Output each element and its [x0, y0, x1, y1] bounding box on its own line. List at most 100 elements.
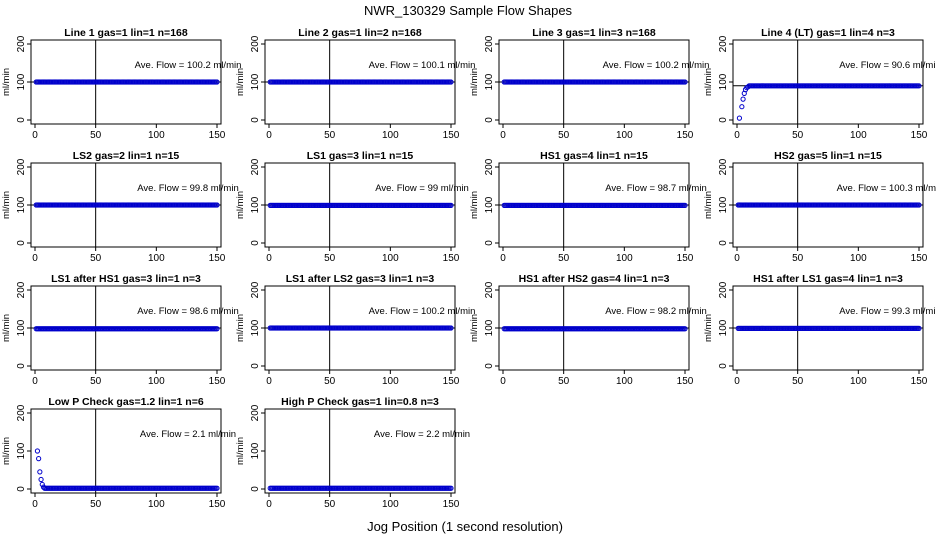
x-tick-label: 50 — [558, 253, 570, 264]
y-axis-label: ml/min — [469, 68, 480, 96]
x-tick-label: 0 — [266, 499, 272, 510]
panel-11: HS1 after HS2 gas=4 lin=1 n=3 0 50 100 150 0 1… — [469, 273, 707, 387]
y-axis-label: ml/min — [1, 191, 12, 219]
x-tick-label: 0 — [734, 376, 740, 387]
x-tick-label: 0 — [32, 376, 38, 387]
y-tick-label: 200 — [16, 158, 27, 175]
panel-title: LS1 after LS2 gas=3 lin=1 n=3 — [286, 273, 435, 285]
y-tick-label: 0 — [484, 363, 495, 369]
y-tick-label: 0 — [16, 363, 27, 369]
y-tick-label: 100 — [250, 319, 261, 336]
x-tick-label: 50 — [90, 376, 102, 387]
y-tick-label: 100 — [250, 73, 261, 90]
data-points — [501, 326, 688, 332]
data-points — [735, 325, 922, 331]
x-tick-label: 150 — [911, 130, 928, 141]
data-point — [916, 83, 922, 89]
x-tick-label: 150 — [443, 499, 460, 510]
y-axis-label: ml/min — [703, 314, 714, 342]
data-points — [34, 448, 220, 491]
data-point — [682, 326, 688, 332]
panel-2: Line 2 gas=1 lin=2 n=168 0 50 100 150 0 100 200… — [235, 27, 475, 141]
average-flow-annotation: Ave. Flow = 100.2 ml/min — [135, 60, 242, 71]
data-points — [267, 202, 454, 208]
x-tick-label: 150 — [443, 253, 460, 264]
panel-title: Line 1 gas=1 lin=1 n=168 — [64, 27, 188, 39]
y-tick-label: 100 — [718, 196, 729, 213]
average-flow-annotation: Ave. Flow = 100.2 ml/min — [369, 306, 476, 317]
y-tick-label: 100 — [484, 196, 495, 213]
y-tick-label: 100 — [718, 73, 729, 90]
y-tick-label: 200 — [16, 281, 27, 298]
x-tick-label: 150 — [677, 376, 694, 387]
y-axis-label: ml/min — [235, 68, 246, 96]
data-points — [501, 79, 688, 85]
data-points — [736, 83, 922, 121]
panel-10: LS1 after LS2 gas=3 lin=1 n=3 0 50 100 150 0 1… — [235, 273, 475, 387]
y-tick-label: 100 — [250, 442, 261, 459]
y-tick-label: 0 — [16, 486, 27, 492]
data-point — [39, 481, 45, 488]
y-axis-label: ml/min — [1, 437, 12, 465]
average-flow-annotation: Ave. Flow = 100.1 ml/min — [369, 60, 476, 71]
data-point — [916, 202, 922, 208]
panel-title: High P Check gas=1 lin=0.8 n=3 — [281, 396, 439, 408]
data-points — [33, 79, 220, 85]
y-tick-label: 100 — [16, 73, 27, 90]
plot-frame — [732, 39, 924, 125]
panel-13: Low P Check gas=1.2 lin=1 n=6 0 50 100 150 0 1… — [1, 396, 236, 510]
panel-title: HS1 after LS1 gas=4 lin=1 n=3 — [753, 273, 903, 285]
x-tick-label: 150 — [443, 376, 460, 387]
y-axis-label: ml/min — [1, 68, 12, 96]
x-tick-label: 100 — [616, 130, 633, 141]
y-tick-label: 100 — [16, 196, 27, 213]
x-tick-label: 50 — [558, 130, 570, 141]
x-tick-label: 0 — [32, 253, 38, 264]
x-tick-label: 50 — [792, 130, 804, 141]
y-axis-label: ml/min — [235, 314, 246, 342]
x-tick-label: 50 — [90, 130, 102, 141]
x-tick-label: 100 — [382, 253, 399, 264]
average-flow-annotation: Ave. Flow = 100.2 ml/min — [603, 60, 710, 71]
x-tick-label: 0 — [266, 253, 272, 264]
plot-frame — [30, 408, 222, 494]
x-tick-label: 150 — [911, 253, 928, 264]
figure-x-axis-label: Jog Position (1 second resolution) — [367, 519, 563, 534]
panel-title: LS1 gas=3 lin=1 n=15 — [307, 150, 414, 162]
data-point — [448, 485, 454, 491]
y-tick-label: 200 — [250, 281, 261, 298]
x-tick-label: 0 — [500, 253, 506, 264]
x-tick-label: 100 — [850, 253, 867, 264]
panel-title: HS1 gas=4 lin=1 n=15 — [540, 150, 648, 162]
panel-title: LS1 after HS1 gas=3 lin=1 n=3 — [51, 273, 201, 285]
x-tick-label: 150 — [209, 130, 226, 141]
x-tick-label: 100 — [850, 130, 867, 141]
y-tick-label: 100 — [16, 319, 27, 336]
x-tick-label: 0 — [32, 130, 38, 141]
x-tick-label: 150 — [209, 376, 226, 387]
data-point — [37, 469, 43, 475]
data-points — [267, 485, 454, 491]
x-tick-label: 100 — [148, 376, 165, 387]
x-tick-label: 100 — [850, 376, 867, 387]
x-tick-label: 100 — [382, 130, 399, 141]
y-tick-label: 200 — [16, 35, 27, 52]
x-tick-label: 0 — [734, 130, 740, 141]
x-tick-label: 100 — [148, 253, 165, 264]
y-axis-label: ml/min — [703, 191, 714, 219]
y-axis-label: ml/min — [235, 191, 246, 219]
y-axis-label: ml/min — [235, 437, 246, 465]
y-axis-label: ml/min — [469, 314, 480, 342]
panel-title: Low P Check gas=1.2 lin=1 n=6 — [48, 396, 203, 408]
y-axis-label: ml/min — [1, 314, 12, 342]
x-tick-label: 0 — [266, 130, 272, 141]
data-point — [739, 104, 745, 110]
x-tick-label: 100 — [382, 499, 399, 510]
x-tick-label: 50 — [558, 376, 570, 387]
y-tick-label: 0 — [718, 363, 729, 369]
y-tick-label: 200 — [484, 35, 495, 52]
plot-frame — [264, 408, 456, 494]
y-tick-label: 200 — [250, 158, 261, 175]
data-point — [34, 448, 41, 454]
